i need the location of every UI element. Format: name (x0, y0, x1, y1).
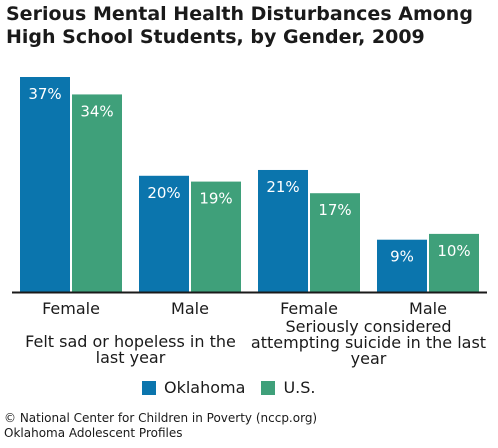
data-label-us-1: 19% (199, 190, 232, 208)
legend-swatch-us (261, 380, 276, 395)
data-label-oklahoma-0: 37% (28, 85, 61, 103)
bar-oklahoma-2 (258, 169, 308, 292)
legend-label-oklahoma: Oklahoma (164, 378, 246, 397)
data-label-oklahoma-3: 9% (390, 248, 414, 266)
group-label-0: Felt sad or hopeless in the last year (25, 332, 236, 367)
legend-swatch-oklahoma (142, 380, 156, 395)
bar-oklahoma-3 (377, 239, 427, 292)
credit-line-2: Oklahoma Adolescent Profiles (4, 426, 183, 440)
legend-item-us: U.S. (261, 378, 315, 397)
legend: Oklahoma U.S. (142, 378, 331, 397)
chart-title: Serious Mental Health Disturbances Among… (6, 3, 473, 48)
bar-us-3 (429, 233, 479, 292)
data-label-us-0: 34% (80, 102, 113, 120)
data-label-us-3: 10% (437, 242, 470, 260)
data-label-us-2: 17% (318, 201, 351, 219)
bar-oklahoma-0 (20, 77, 70, 292)
category-label-3: Male (409, 299, 447, 318)
credit: © National Center for Children in Povert… (4, 411, 317, 441)
legend-item-oklahoma: Oklahoma (142, 378, 245, 397)
category-label-1: Male (171, 299, 209, 318)
data-label-oklahoma-2: 21% (266, 178, 299, 196)
credit-line-1: © National Center for Children in Povert… (4, 411, 318, 425)
bar-us-0 (72, 94, 122, 292)
bar-chart: 37% 34% Female 20% 19% Male 21% 17% Female 9% 10% M… (12, 77, 487, 368)
group-label-1: Seriously considered attempting suicide i… (251, 317, 486, 368)
category-label-2: Female (280, 299, 338, 318)
data-label-oklahoma-1: 20% (147, 184, 180, 202)
bar-oklahoma-1 (139, 175, 189, 292)
bar-us-2 (310, 193, 360, 292)
bar-us-1 (191, 181, 241, 292)
legend-label-us: U.S. (283, 378, 316, 397)
category-label-0: Female (42, 299, 100, 318)
